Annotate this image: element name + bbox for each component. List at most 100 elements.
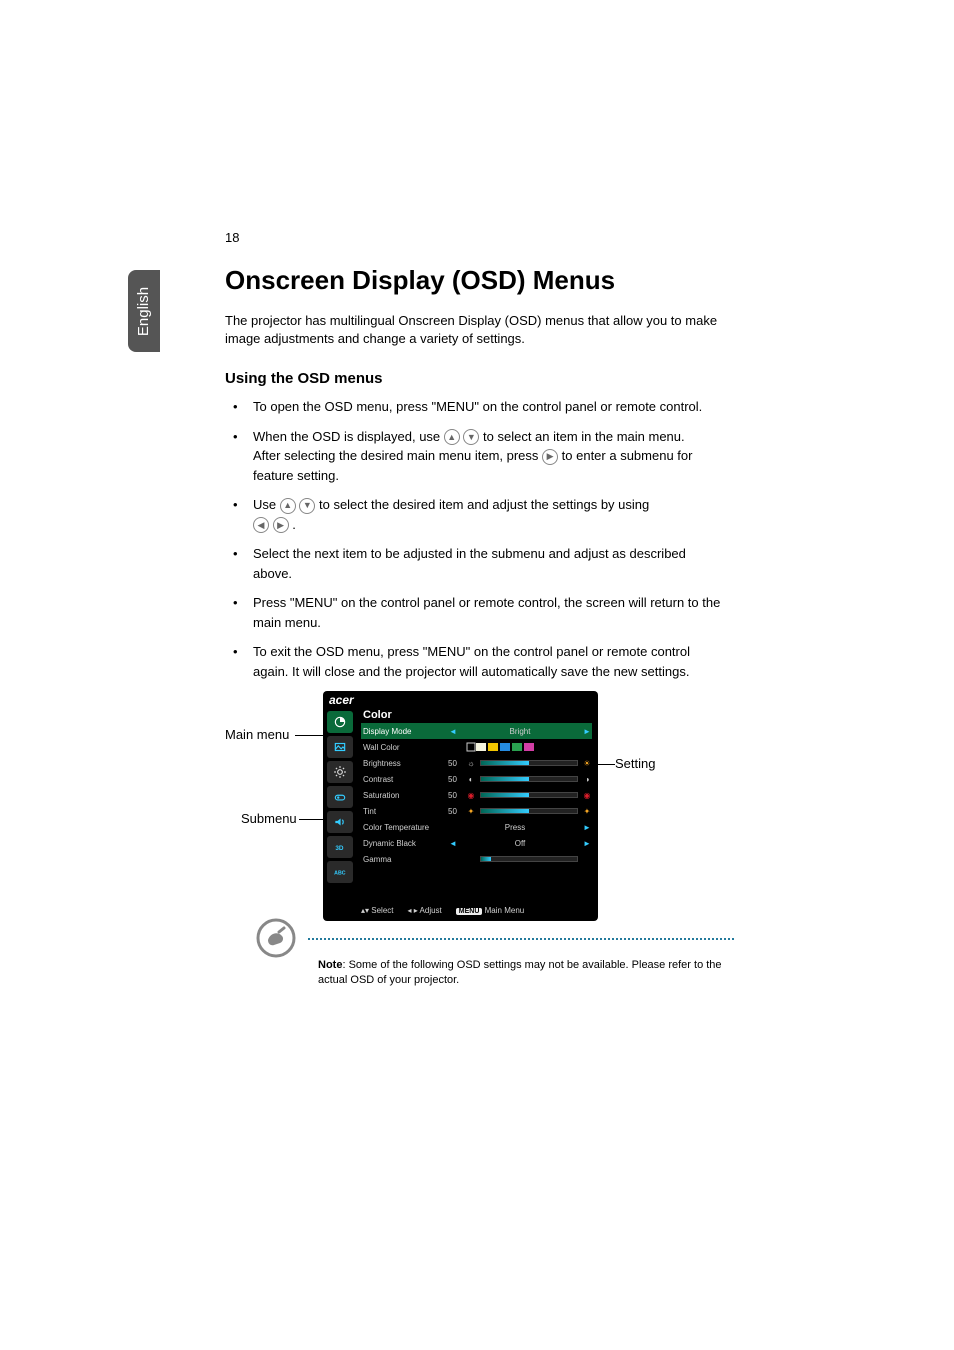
- contrast-low-icon: ◐: [466, 774, 476, 784]
- osd-tab-color-icon: [327, 711, 353, 733]
- osd-footer-select: ▴▾ Select: [361, 906, 394, 915]
- bullet-item: Select the next item to be adjusted in t…: [225, 544, 725, 583]
- osd-slider: [480, 760, 578, 766]
- color-swatch: [500, 743, 510, 751]
- osd-slider: [480, 808, 578, 814]
- bullet-list: To open the OSD menu, press "MENU" on th…: [225, 397, 725, 681]
- osd-row-wall-color: Wall Color: [361, 739, 592, 755]
- page-number: 18: [225, 230, 239, 245]
- osd-row-value: Off: [458, 839, 582, 848]
- down-icon: ▼: [299, 498, 315, 514]
- bullet-text: .: [292, 517, 296, 532]
- spacer: [466, 854, 476, 864]
- osd-row-saturation: Saturation 50 ◉ ◉: [361, 787, 592, 803]
- left-arrow-icon: ◄: [448, 839, 458, 848]
- note-text: Note: Some of the following OSD settings…: [318, 958, 726, 989]
- osd-footer-menu: MENU Main Menu: [456, 906, 524, 915]
- osd-panel-title: Color: [361, 709, 592, 721]
- osd-row-value: Press: [448, 823, 582, 832]
- wall-icon: [466, 742, 476, 752]
- sun-small-icon: ☼: [466, 758, 476, 768]
- right-arrow-icon: ►: [582, 839, 592, 848]
- osd-swatches: [476, 743, 534, 751]
- right-arrow-icon: ►: [582, 727, 592, 736]
- osd-tab-language-icon: ABC: [327, 861, 353, 883]
- down-icon: ▼: [463, 429, 479, 445]
- callout-submenu: Submenu: [241, 811, 297, 826]
- osd-row-display-mode: Display Mode ◄ Bright ►: [361, 723, 592, 739]
- color-swatch: [524, 743, 534, 751]
- section-heading: Using the OSD menus: [225, 370, 725, 387]
- language-tab: English: [128, 270, 160, 352]
- osd-row-brightness: Brightness 50 ☼ ☀: [361, 755, 592, 771]
- page-content: Onscreen Display (OSD) Menus The project…: [225, 265, 725, 971]
- note-bold: Note: [318, 959, 342, 971]
- up-icon: ▲: [280, 498, 296, 514]
- note-body: : Some of the following OSD settings may…: [318, 959, 722, 986]
- osd-footer: ▴▾ Select ◂ ▸ Adjust MENU Main Menu: [361, 906, 588, 915]
- osd-row-label: Wall Color: [363, 743, 448, 752]
- osd-row-label: Gamma: [363, 855, 448, 864]
- intro-paragraph: The projector has multilingual Onscreen …: [225, 312, 725, 348]
- bullet-text: to select an item in the main menu.: [483, 429, 685, 444]
- osd-row-tint: Tint 50 ✦ ✦: [361, 803, 592, 819]
- callout-main-menu: Main menu: [225, 727, 289, 742]
- osd-row-label: Dynamic Black: [363, 839, 448, 848]
- bullet-item: To open the OSD menu, press "MENU" on th…: [225, 397, 725, 417]
- bullet-text: to select the desired item and adjust th…: [319, 497, 649, 512]
- page-title: Onscreen Display (OSD) Menus: [225, 265, 725, 296]
- osd-tab-3d-icon: 3D: [327, 836, 353, 858]
- bullet-text: When the OSD is displayed, use: [253, 429, 444, 444]
- saturation-high-icon: ◉: [582, 790, 592, 800]
- color-swatch: [512, 743, 522, 751]
- bullet-text: Use: [253, 497, 280, 512]
- osd-slider: [480, 776, 578, 782]
- osd-slider: [480, 792, 578, 798]
- osd-window: acer 3D ABC Color Display Mode ◄ Bright …: [323, 691, 598, 921]
- osd-row-color-temp: Color Temperature Press ►: [361, 819, 592, 835]
- note-icon: [256, 918, 296, 958]
- sun-large-icon: ☀: [582, 758, 592, 768]
- right-icon: ▶: [273, 517, 289, 533]
- left-arrow-icon: ◄: [448, 727, 458, 736]
- contrast-high-icon: ◑: [582, 774, 592, 784]
- osd-row-value: 50: [448, 759, 466, 768]
- osd-row-dynamic-black: Dynamic Black ◄ Off ►: [361, 835, 592, 851]
- osd-main-panel: Color Display Mode ◄ Bright ► Wall Color…: [361, 709, 592, 867]
- saturation-low-icon: ◉: [466, 790, 476, 800]
- left-icon: ◀: [253, 517, 269, 533]
- bullet-item: Press "MENU" on the control panel or rem…: [225, 593, 725, 632]
- osd-sidebar: 3D ABC: [327, 711, 357, 883]
- right-icon: ▶: [542, 449, 558, 465]
- note-row: [256, 918, 734, 958]
- bullet-item: Use ▲ ▼ to select the desired item and a…: [225, 495, 725, 534]
- osd-row-label: Brightness: [363, 759, 448, 768]
- osd-row-label: Contrast: [363, 775, 448, 784]
- osd-row-gamma: Gamma: [361, 851, 592, 867]
- tint-low-icon: ✦: [466, 806, 476, 816]
- osd-row-label: Tint: [363, 807, 448, 816]
- osd-row-value: 50: [448, 807, 466, 816]
- osd-row-label: Saturation: [363, 791, 448, 800]
- osd-row-contrast: Contrast 50 ◐ ◑: [361, 771, 592, 787]
- color-swatch: [476, 743, 486, 751]
- svg-text:ABC: ABC: [334, 871, 346, 877]
- bullet-item: When the OSD is displayed, use ▲ ▼ to se…: [225, 427, 725, 486]
- osd-tab-settings-icon: [327, 761, 353, 783]
- bullet-item: To exit the OSD menu, press "MENU" on th…: [225, 642, 725, 681]
- right-arrow-icon: ►: [582, 823, 592, 832]
- up-icon: ▲: [444, 429, 460, 445]
- callout-setting: Setting: [615, 756, 655, 771]
- osd-row-value: 50: [448, 791, 466, 800]
- note-divider: [308, 938, 734, 940]
- osd-logo: acer: [329, 693, 354, 707]
- osd-row-value: 50: [448, 775, 466, 784]
- osd-tab-management-icon: [327, 786, 353, 808]
- osd-tab-audio-icon: [327, 811, 353, 833]
- svg-text:3D: 3D: [335, 845, 344, 852]
- color-swatch: [488, 743, 498, 751]
- osd-row-label: Color Temperature: [363, 823, 448, 832]
- osd-footer-adjust: ◂ ▸ Adjust: [408, 906, 442, 915]
- osd-tab-image-icon: [327, 736, 353, 758]
- language-tab-label: English: [136, 286, 153, 335]
